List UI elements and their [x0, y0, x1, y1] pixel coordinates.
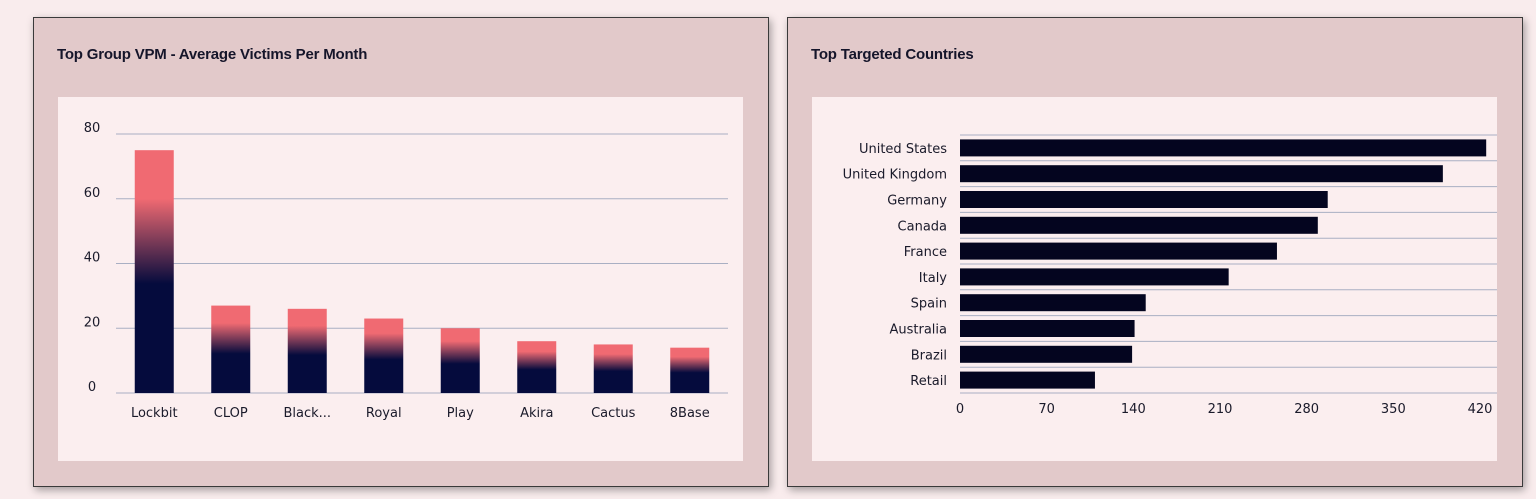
countries-bar-chart: United States United Kingdom Germany Canada…	[843, 134, 1497, 417]
vpm-bar-chart: 0 20 40 60 80 Lockbit CLOP Black... Royal Play Aki…	[84, 121, 728, 421]
countries-y-tick-label: Australia	[889, 323, 947, 338]
countries-y-tick-label: United Kingdom	[843, 168, 947, 183]
countries-x-tick-label: 70	[1038, 402, 1055, 417]
countries-y-tick-label: Retail	[910, 374, 947, 389]
countries-bar[interactable]	[960, 191, 1328, 208]
countries-x-tick-label: 350	[1381, 402, 1406, 417]
countries-bar[interactable]	[960, 268, 1229, 286]
vpm-x-tick-label: Akira	[520, 406, 553, 421]
vpm-y-tick-label: 20	[84, 315, 101, 330]
vpm-x-tick-label: Cactus	[591, 406, 636, 421]
vpm-bar[interactable]	[440, 328, 480, 393]
countries-x-tick-label: 280	[1294, 402, 1319, 417]
countries-y-tick-label: United States	[859, 142, 947, 157]
vpm-bar[interactable]	[670, 347, 710, 393]
vpm-bar[interactable]	[134, 150, 174, 393]
countries-bar[interactable]	[960, 242, 1277, 260]
countries-bar[interactable]	[960, 216, 1318, 234]
countries-y-tick-label: Canada	[898, 219, 947, 234]
countries-bar[interactable]	[960, 294, 1146, 312]
countries-chart-area: United States United Kingdom Germany Canada…	[812, 97, 1497, 461]
countries-y-tick-label: Brazil	[911, 348, 947, 363]
vpm-x-tick-label: CLOP	[214, 406, 248, 421]
countries-bar[interactable]	[960, 165, 1443, 183]
vpm-bar[interactable]	[287, 308, 327, 393]
countries-y-tick-label: Italy	[919, 271, 948, 286]
vpm-chart-panel: Top Group VPM - Average Victims Per Mont…	[33, 17, 769, 487]
vpm-x-tick-label: Royal	[366, 406, 402, 421]
vpm-x-tick-label: Lockbit	[131, 406, 178, 421]
countries-y-tick-label: France	[904, 245, 947, 260]
countries-bar[interactable]	[960, 320, 1135, 337]
vpm-chart-title: Top Group VPM - Average Victims Per Mont…	[57, 46, 368, 63]
vpm-y-tick-label: 40	[84, 251, 101, 266]
vpm-y-tick-label: 80	[84, 121, 101, 136]
vpm-x-tick-label: 8Base	[670, 406, 710, 421]
vpm-x-tick-label: Play	[447, 406, 474, 421]
vpm-bar[interactable]	[364, 318, 404, 393]
countries-x-tick-label: 420	[1468, 402, 1493, 417]
vpm-bar[interactable]	[593, 344, 633, 393]
countries-chart-title: Top Targeted Countries	[811, 46, 974, 63]
countries-x-tick-label: 0	[956, 402, 964, 417]
countries-bar[interactable]	[960, 345, 1133, 363]
countries-y-tick-label: Spain	[911, 297, 947, 312]
vpm-y-tick-label: 60	[84, 186, 101, 201]
countries-y-tick-label: Germany	[887, 194, 947, 209]
vpm-y-tick-label: 0	[88, 380, 96, 395]
vpm-bar[interactable]	[211, 305, 251, 393]
countries-chart-panel: Top Targeted Countries United States Unit…	[787, 17, 1523, 487]
vpm-chart-area: 0 20 40 60 80 Lockbit CLOP Black... Royal Play Aki…	[58, 97, 743, 461]
countries-bar[interactable]	[960, 139, 1487, 157]
countries-x-tick-label: 210	[1208, 402, 1233, 417]
vpm-x-tick-label: Black...	[283, 406, 331, 421]
vpm-bar[interactable]	[517, 341, 557, 393]
countries-x-tick-label: 140	[1121, 402, 1146, 417]
countries-bar[interactable]	[960, 371, 1095, 389]
